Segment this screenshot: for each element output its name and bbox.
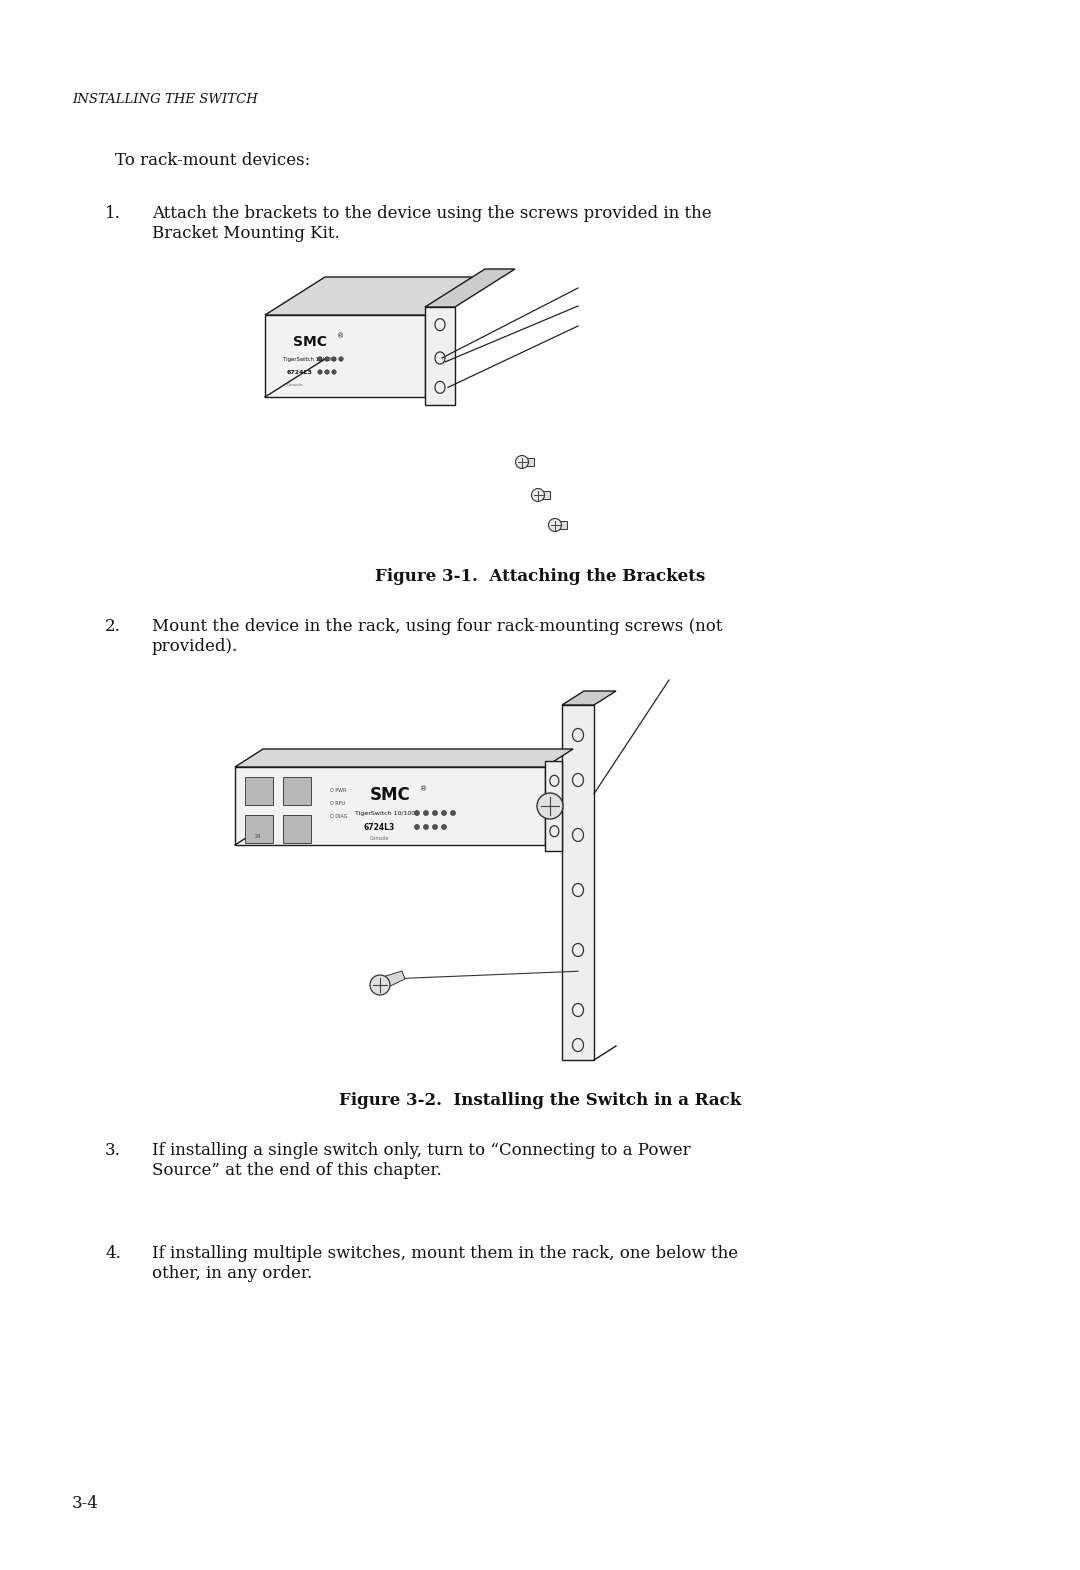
Text: O DIAG: O DIAG [330, 815, 348, 820]
Text: O PWR: O PWR [330, 788, 347, 793]
Text: SMC: SMC [293, 334, 327, 349]
Text: If installing a single switch only, turn to “Connecting to a Power
Source” at th: If installing a single switch only, turn… [152, 1141, 690, 1179]
Polygon shape [541, 491, 550, 499]
Polygon shape [545, 761, 562, 851]
Polygon shape [426, 308, 455, 405]
Polygon shape [376, 970, 405, 989]
Text: TigerSwitch 10/100: TigerSwitch 10/100 [355, 810, 415, 815]
Bar [245, 777, 273, 805]
Bar [283, 777, 311, 805]
Text: 24: 24 [255, 835, 261, 840]
Text: Figure 3-1.  Attaching the Brackets: Figure 3-1. Attaching the Brackets [375, 568, 705, 586]
Circle shape [423, 824, 429, 829]
Circle shape [432, 810, 437, 815]
Text: 4.: 4. [105, 1245, 121, 1262]
Text: Mount the device in the rack, using four rack-mounting screws (not
provided).: Mount the device in the rack, using four… [152, 619, 723, 655]
Bar [245, 815, 273, 843]
Circle shape [549, 518, 562, 532]
Text: ®: ® [420, 787, 427, 791]
Text: Console: Console [287, 383, 303, 386]
Circle shape [515, 455, 528, 468]
Circle shape [318, 371, 322, 374]
Circle shape [442, 824, 446, 829]
Circle shape [415, 810, 419, 815]
Text: Console: Console [370, 837, 390, 842]
Text: 3.: 3. [105, 1141, 121, 1159]
Circle shape [332, 356, 336, 361]
Polygon shape [235, 768, 545, 845]
Text: Figure 3-2.  Installing the Switch in a Rack: Figure 3-2. Installing the Switch in a R… [339, 1093, 741, 1108]
Polygon shape [562, 691, 616, 705]
Circle shape [432, 824, 437, 829]
Circle shape [531, 488, 544, 501]
Circle shape [332, 371, 336, 374]
Text: INSTALLING THE SWITCH: INSTALLING THE SWITCH [72, 93, 258, 107]
Circle shape [442, 810, 446, 815]
Circle shape [325, 371, 329, 374]
Text: O RPU: O RPU [330, 802, 345, 807]
Circle shape [423, 810, 429, 815]
Text: 3-4: 3-4 [72, 1495, 99, 1512]
Circle shape [325, 356, 329, 361]
Text: 1.: 1. [105, 206, 121, 221]
Polygon shape [526, 458, 534, 466]
Circle shape [318, 356, 322, 361]
Polygon shape [235, 749, 573, 768]
Text: To rack-mount devices:: To rack-mount devices: [114, 152, 310, 170]
Text: If installing multiple switches, mount them in the rack, one below the
other, in: If installing multiple switches, mount t… [152, 1245, 738, 1281]
Circle shape [415, 824, 419, 829]
Text: 6724L3: 6724L3 [287, 369, 313, 375]
Circle shape [450, 810, 456, 815]
Polygon shape [562, 705, 594, 1060]
Text: Attach the brackets to the device using the screws provided in the
Bracket Mount: Attach the brackets to the device using … [152, 206, 712, 242]
Polygon shape [426, 268, 515, 308]
Text: SMC: SMC [370, 787, 410, 804]
Text: 2.: 2. [105, 619, 121, 634]
Text: TigerSwitch 10/100: TigerSwitch 10/100 [283, 356, 334, 361]
Polygon shape [265, 316, 426, 397]
Text: ®: ® [337, 333, 345, 339]
Polygon shape [265, 276, 485, 316]
Polygon shape [558, 521, 567, 529]
Text: 6724L3: 6724L3 [363, 823, 394, 832]
Bar [283, 815, 311, 843]
Circle shape [537, 793, 563, 820]
Circle shape [339, 356, 343, 361]
Circle shape [370, 975, 390, 995]
